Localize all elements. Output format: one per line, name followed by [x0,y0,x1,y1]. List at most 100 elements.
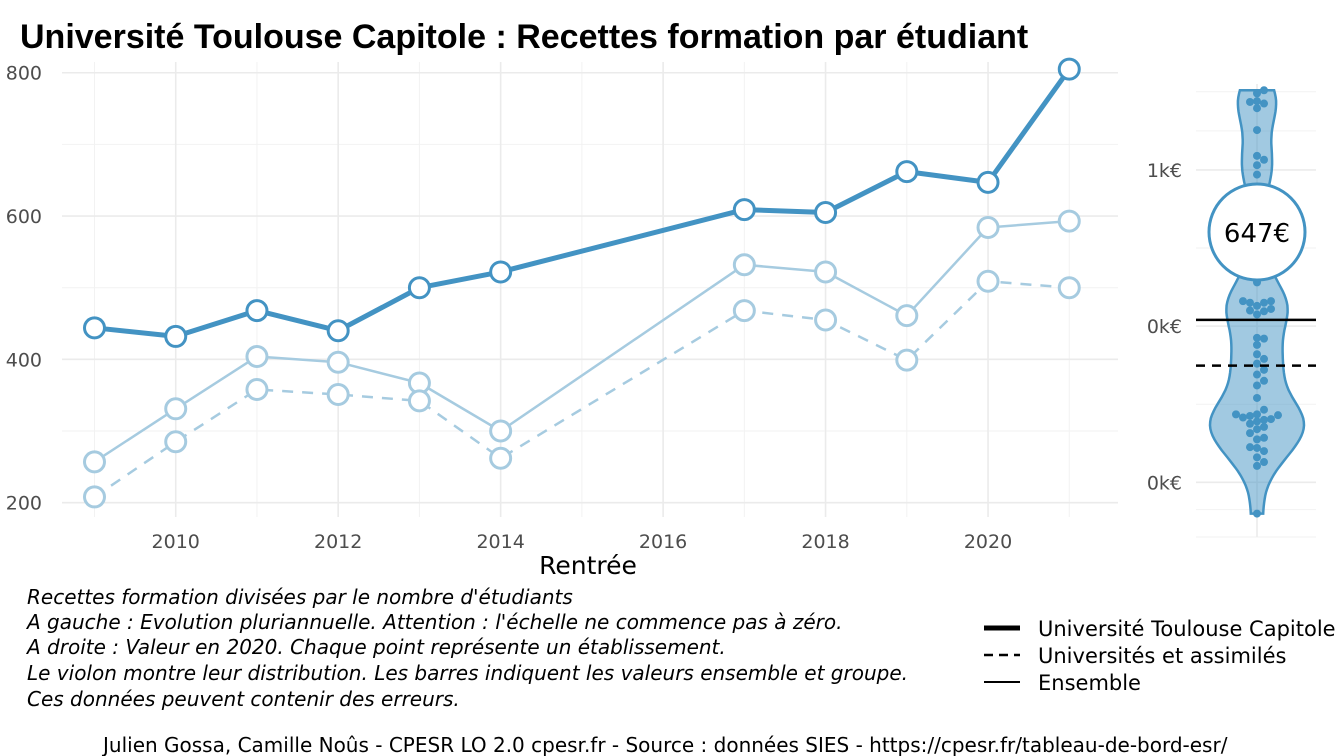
data-point [976,269,1000,293]
violin-point [1253,509,1261,518]
data-point [326,319,350,343]
violin-point [1246,306,1254,315]
data-point [489,446,513,470]
violin-point [1246,429,1254,438]
violin-point [1253,393,1261,402]
violin-y-tick-label: 1k€ [1147,160,1182,182]
violin-point [1267,415,1275,424]
violin-point [1253,161,1261,170]
violin-point [1246,419,1254,428]
violin-point [1253,340,1261,349]
violin-y-tick-label: 0k€ [1147,316,1182,338]
violin-point [1246,97,1254,106]
data-point [164,397,188,421]
violin-point [1246,298,1254,307]
violin-point [1253,381,1261,390]
data-point [814,308,838,332]
x-tick-label: 2020 [964,531,1012,553]
data-point [326,350,350,374]
notes-block: Recettes formation divisées par le nombr… [25,585,908,711]
data-point [732,198,756,222]
y-tick-label: 200 [6,493,42,515]
violin-point [1253,104,1261,113]
violin-point [1260,433,1268,442]
violin-point [1260,365,1268,374]
violin-point [1253,425,1261,434]
violin-point [1253,170,1261,179]
data-point [976,216,1000,240]
data-point [245,344,269,368]
violin-point [1253,301,1261,310]
violin-point [1253,461,1261,470]
violin-point [1239,297,1247,306]
data-point [245,299,269,323]
y-tick-label: 600 [6,206,42,228]
violin-point [1253,126,1261,135]
violin-point [1253,453,1261,462]
violin-point [1260,307,1268,316]
line-series [82,57,1081,509]
data-point [1057,57,1081,81]
x-tick-label: 2010 [152,531,200,553]
data-point [814,200,838,224]
violin-point [1253,443,1261,452]
violin-point [1260,86,1268,95]
violin-point [1253,370,1261,379]
violin-point [1260,415,1268,424]
data-point [1057,209,1081,233]
violin-point [1260,447,1268,456]
x-tick-label: 2018 [801,531,849,553]
violin-point [1267,297,1275,306]
highlight-value-label: 647€ [1224,219,1290,249]
violin-point [1274,411,1282,420]
legend: Université Toulouse Capitole Universités… [984,617,1336,695]
violin-point [1253,333,1261,342]
violin-point [1253,89,1261,98]
violin-point [1260,155,1268,164]
violin-point [1246,443,1254,452]
note-line: A droite : Valeur en 2020. Chaque point … [25,635,726,659]
series-line [93,280,1070,498]
violin-point [1260,99,1268,108]
violin-point [1253,417,1261,426]
violin-point [1253,151,1261,160]
line-x-ticks: 2010 2012 2014 2016 2018 2020 [152,531,1013,553]
x-tick-label: 2016 [639,531,687,553]
y-tick-label: 800 [6,63,42,85]
data-point [1057,276,1081,300]
legend-label: Université Toulouse Capitole [1038,617,1336,641]
violin-point [1267,304,1275,313]
violin-point [1260,298,1268,307]
legend-label: Universités et assimilés [1038,644,1286,668]
violin-point [1260,405,1268,414]
violin-point [1253,97,1261,106]
note-line: Le violon montre leur distribution. Les … [27,661,908,685]
caption: Julien Gossa, Camille Noûs - CPESR LO 2.… [101,733,1228,756]
violin-point [1232,410,1240,419]
violin-point [1253,350,1261,359]
data-point [895,304,919,328]
violin-y-ticks: 1k€ 0k€ 0k€ [1147,160,1182,494]
x-axis-label: Rentrée [539,551,637,580]
violin-point [1260,376,1268,385]
data-point [326,382,350,406]
line-y-ticks: 200 400 600 800 [6,63,42,515]
data-point [164,430,188,454]
data-point [895,348,919,372]
data-point [164,324,188,348]
legend-label: Ensemble [1038,671,1141,695]
violin-point [1246,411,1254,420]
violin-point [1260,422,1268,431]
data-point [82,485,106,509]
line-panel: 200 400 600 800 2010 2012 2014 2016 2018 2020 Re… [6,57,1118,580]
data-point [732,299,756,323]
violin-points [1232,86,1282,518]
data-point [489,419,513,443]
note-line: A gauche : Evolution pluriannuelle. Atte… [25,610,843,634]
data-point [407,389,431,413]
data-point [489,260,513,284]
y-tick-label: 400 [6,349,42,371]
violin-y-tick-label: 0k€ [1147,472,1182,494]
data-point [895,160,919,184]
